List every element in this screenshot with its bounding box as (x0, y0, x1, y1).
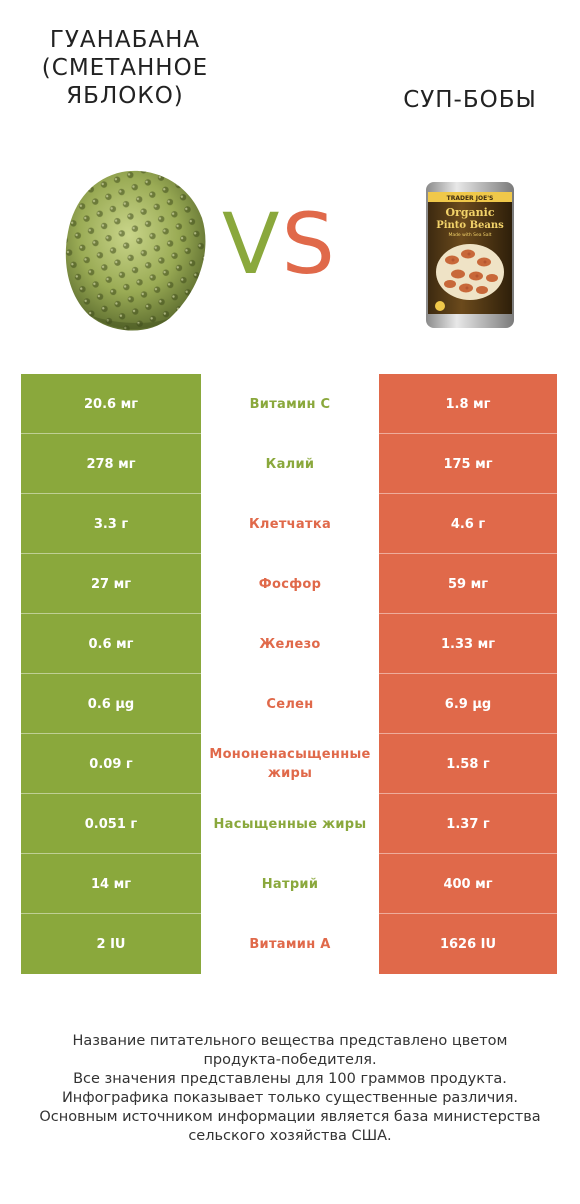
row-divider (21, 673, 201, 674)
nutrient-name: Селен (201, 674, 379, 734)
nutrient-name: Витамин C (201, 374, 379, 434)
row-divider (379, 853, 557, 854)
right-value: 400 мг (379, 854, 557, 914)
table-row: 0.6 µg Селен 6.9 µg (21, 674, 557, 734)
footer-line: сельского хозяйства США. (188, 1128, 392, 1144)
nutrient-name: Мононенасыщенные жиры (201, 734, 379, 794)
right-value: 1.37 г (379, 794, 557, 854)
row-divider (21, 733, 201, 734)
footer-notes: Название питательного вещества представл… (20, 1032, 560, 1146)
nutrient-name: Железо (201, 614, 379, 674)
vs-letter-v: V (222, 195, 282, 293)
table-row: 0.051 г Насыщенные жиры 1.37 г (21, 794, 557, 854)
left-value: 278 мг (21, 434, 201, 494)
footer-line: Все значения представлены для 100 граммо… (73, 1071, 507, 1087)
table-row: 14 мг Натрий 400 мг (21, 854, 557, 914)
right-value: 59 мг (379, 554, 557, 614)
left-value: 14 мг (21, 854, 201, 914)
right-value: 175 мг (379, 434, 557, 494)
left-value: 20.6 мг (21, 374, 201, 434)
table-row: 27 мг Фосфор 59 мг (21, 554, 557, 614)
nutrient-name: Калий (201, 434, 379, 494)
left-value: 27 мг (21, 554, 201, 614)
pinto-beans-can-icon: TRADER JOE'S Organic Pinto Beans Made wi… (426, 182, 514, 328)
left-title-line: ГУАНАБАНА (49, 27, 201, 53)
row-divider (21, 793, 201, 794)
row-divider (21, 433, 201, 434)
footer-line: продукта-победителя. (203, 1052, 377, 1068)
row-divider (379, 433, 557, 434)
row-divider (379, 733, 557, 734)
left-value: 2 IU (21, 914, 201, 974)
left-value: 0.6 µg (21, 674, 201, 734)
can-line1: Organic (445, 206, 494, 219)
can-line3: Made with Sea Salt (448, 232, 491, 238)
comparison-table: 20.6 мг Витамин C 1.8 мг 278 мг Калий 175 мг 3… (21, 374, 557, 974)
table-row: 278 мг Калий 175 мг (21, 434, 557, 494)
vs-letter-s: S (281, 195, 337, 293)
right-product-title: СУП-БОБЫ (380, 86, 560, 114)
can-brand: TRADER JOE'S (447, 195, 494, 202)
table-row: 3.3 г Клетчатка 4.6 г (21, 494, 557, 554)
table-row: 2 IU Витамин A 1626 IU (21, 914, 557, 974)
right-value: 1.8 мг (379, 374, 557, 434)
left-value: 0.09 г (21, 734, 201, 794)
can-line2: Pinto Beans (436, 220, 504, 231)
left-value: 0.051 г (21, 794, 201, 854)
row-divider (21, 553, 201, 554)
table-row: 0.09 г Мононенасыщенные жиры 1.58 г (21, 734, 557, 794)
left-value: 0.6 мг (21, 614, 201, 674)
nutrient-name: Фосфор (201, 554, 379, 614)
nutrient-name: Витамин A (201, 914, 379, 974)
table-row: 20.6 мг Витамин C 1.8 мг (21, 374, 557, 434)
row-divider (21, 913, 201, 914)
row-divider (379, 913, 557, 914)
row-divider (21, 613, 201, 614)
row-divider (379, 793, 557, 794)
right-value: 4.6 г (379, 494, 557, 554)
right-value: 6.9 µg (379, 674, 557, 734)
nutrient-name: Клетчатка (201, 494, 379, 554)
footer-line: Основным источником информации является … (39, 1109, 541, 1125)
row-divider (379, 673, 557, 674)
nutrient-name: Насыщенные жиры (201, 794, 379, 854)
soursop-fruit-icon (65, 170, 206, 331)
right-title-line: СУП-БОБЫ (403, 87, 537, 113)
vs-label: VS (222, 196, 337, 292)
footer-line: Название питательного вещества представл… (72, 1033, 508, 1049)
row-divider (21, 853, 201, 854)
row-divider (21, 493, 201, 494)
left-title-line: ЯБЛОКО) (66, 83, 184, 109)
left-value: 3.3 г (21, 494, 201, 554)
right-value: 1.33 мг (379, 614, 557, 674)
nutrient-name: Натрий (201, 854, 379, 914)
left-title-line: (СМЕТАННОЕ (41, 55, 209, 81)
right-value: 1.58 г (379, 734, 557, 794)
footer-line: Инфографика показывает только существенн… (61, 1090, 519, 1106)
row-divider (379, 613, 557, 614)
table-row: 0.6 мг Железо 1.33 мг (21, 614, 557, 674)
right-value: 1626 IU (379, 914, 557, 974)
left-product-title: ГУАНАБАНА (СМЕТАННОЕ ЯБЛОКО) (20, 26, 230, 110)
row-divider (379, 493, 557, 494)
row-divider (379, 553, 557, 554)
